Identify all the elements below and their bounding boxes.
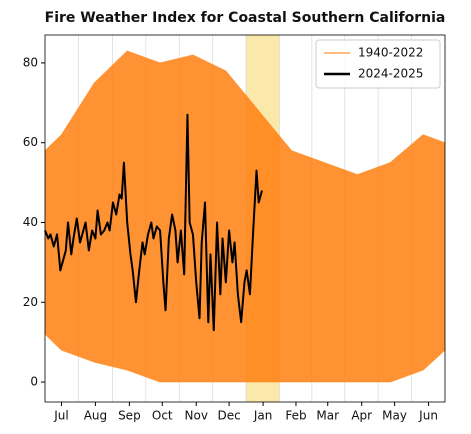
y-tick-label: 40: [23, 215, 38, 229]
y-tick-label: 20: [23, 295, 38, 309]
x-tick-label: Jun: [418, 409, 438, 423]
x-tick-label: Sep: [118, 409, 141, 423]
y-tick-label: 80: [23, 55, 38, 69]
x-tick-label: Oct: [152, 409, 173, 423]
y-tick-label: 0: [30, 375, 38, 389]
x-tick-label: Aug: [84, 409, 107, 423]
plot-frame: [44, 34, 446, 403]
x-tick-label: Feb: [285, 409, 306, 423]
legend-box: [315, 39, 441, 89]
x-tick-label: Apr: [351, 409, 372, 423]
x-tick-label: May: [382, 409, 407, 423]
y-tick-label: 60: [23, 135, 38, 149]
x-tick-label: Jul: [53, 409, 68, 423]
x-tick-label: Jan: [253, 409, 273, 423]
x-tick-label: Mar: [316, 409, 339, 423]
x-tick-label: Nov: [185, 409, 208, 423]
history-band: [44, 50, 446, 383]
legend-label: 1940-2022: [358, 46, 423, 60]
chart-title: Fire Weather Index for Coastal Southern …: [45, 10, 446, 26]
x-tick-label: Dec: [217, 409, 240, 423]
series-line: [44, 113, 263, 332]
legend-label: 2024-2025: [358, 67, 423, 81]
